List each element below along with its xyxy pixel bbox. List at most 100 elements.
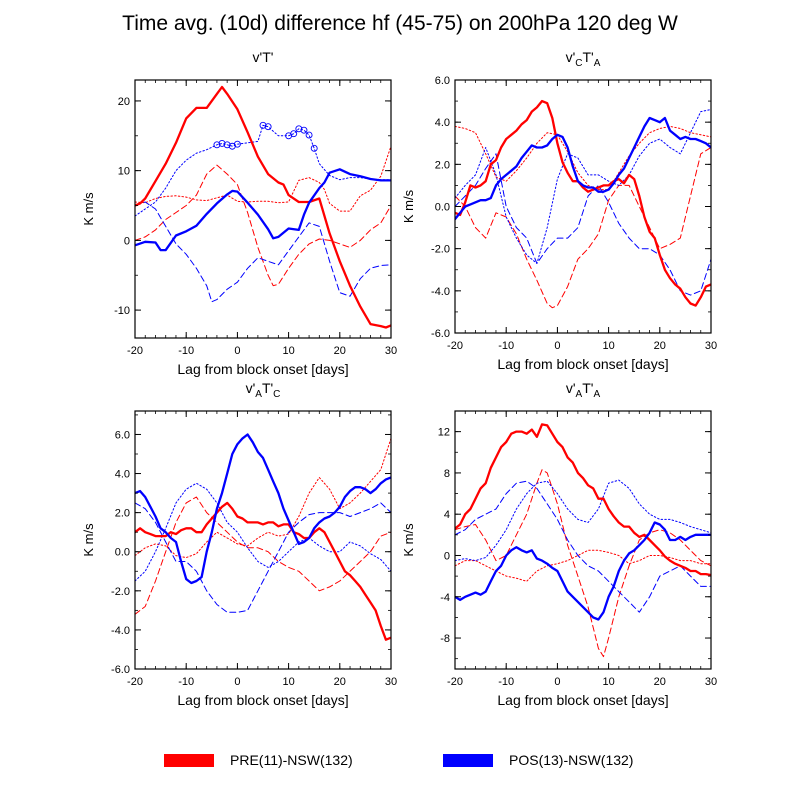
x-axis-label: Lag from block onset [days] xyxy=(177,361,348,377)
y-tick-label: -2.0 xyxy=(111,586,130,598)
series-line-0000ff-dotted xyxy=(135,124,391,217)
series-line-0000ff-dotted xyxy=(455,479,711,562)
y-tick-label: 0.0 xyxy=(435,202,450,214)
y-tick-label: -10 xyxy=(114,305,130,317)
significance-marker xyxy=(213,141,221,149)
y-tick-label: 20 xyxy=(118,96,130,108)
significance-marker xyxy=(233,140,241,148)
panel-title-main: v' xyxy=(566,49,576,65)
x-tick-label: 0 xyxy=(234,345,240,357)
legend-item-pos: POS(13)-NSW(132) xyxy=(443,749,633,771)
y-tick-label: 2.0 xyxy=(115,508,130,520)
series-line-0000ff-dashed xyxy=(135,201,391,303)
series-lines xyxy=(455,423,711,658)
legend-item-pre: PRE(11)-NSW(132) xyxy=(164,749,353,771)
y-tick-label: -4 xyxy=(440,592,450,604)
series-line-ff0000-solid xyxy=(135,85,391,329)
x-tick-label: -20 xyxy=(127,676,143,688)
significance-marker xyxy=(310,144,318,152)
y-tick-label: 4 xyxy=(444,509,450,521)
panel-title-sub1: C xyxy=(575,58,582,69)
series-line-ff0000-dashed xyxy=(455,147,711,309)
x-axis-label: Lag from block onset [days] xyxy=(497,692,668,708)
y-tick-label: 6.0 xyxy=(115,429,130,441)
y-tick-label: 4.0 xyxy=(435,117,450,129)
panel-title: v'AT'A xyxy=(566,380,601,400)
x-tick-label: -20 xyxy=(127,345,143,357)
panel-title-sub1: A xyxy=(576,389,583,400)
chart-panel-3: v'AT'C -20 -10 0 10 20 30 -6.0 -4.0 -2.0 0.0 2.0 4.0… xyxy=(81,380,397,708)
panel-title: v'T' xyxy=(253,49,274,65)
x-tick-label: 0 xyxy=(554,340,560,352)
y-axis-label: K m/s xyxy=(81,523,96,557)
significance-marker xyxy=(223,141,231,149)
series-line-ff0000-dotted xyxy=(455,549,711,582)
y-tick-label: -6.0 xyxy=(431,328,450,340)
chart-panel-1: v'T' -20 -10 0 10 20 30 -10 0 10 20 Lag from block … xyxy=(81,49,397,377)
significance-marker xyxy=(264,123,272,131)
series-lines xyxy=(135,85,391,329)
panel-title-sub2: A xyxy=(594,58,601,69)
panel-title: v'CT'A xyxy=(566,49,601,69)
panel-title-sub1: A xyxy=(255,389,262,400)
legend-label-pre: PRE(11)-NSW(132) xyxy=(230,752,353,768)
x-tick-label: 10 xyxy=(602,676,614,688)
series-line-0000ff-dashed xyxy=(135,502,391,613)
panel-title-mid: T' xyxy=(262,380,273,396)
x-tick-label: -10 xyxy=(498,340,514,352)
series-line-ff0000-solid xyxy=(135,501,391,641)
x-tick-label: -10 xyxy=(178,345,194,357)
series-line-ff0000-solid xyxy=(455,99,711,307)
x-tick-label: 0 xyxy=(554,676,560,688)
x-tick-label: 10 xyxy=(282,676,294,688)
series-line-0000ff-solid xyxy=(455,116,711,221)
x-tick-label: -10 xyxy=(498,676,514,688)
y-tick-label: -8 xyxy=(440,633,450,645)
y-tick-label: 10 xyxy=(118,166,130,178)
y-tick-label: 0 xyxy=(444,550,450,562)
x-tick-label: -10 xyxy=(178,676,194,688)
series-line-ff0000-solid xyxy=(455,423,711,577)
series-line-0000ff-solid xyxy=(135,168,391,252)
series-line-0000ff-solid xyxy=(135,433,391,585)
panel-title-sub2: A xyxy=(593,389,600,400)
x-tick-label: 30 xyxy=(385,345,397,357)
series-lines xyxy=(455,99,711,309)
series-line-0000ff-dashed xyxy=(455,480,711,613)
x-tick-label: 20 xyxy=(654,340,666,352)
y-tick-label: 0 xyxy=(124,235,130,247)
y-tick-label: -4.0 xyxy=(431,286,450,298)
panel-title-mid: T' xyxy=(583,49,594,65)
x-axis-label: Lag from block onset [days] xyxy=(177,692,348,708)
significance-marker xyxy=(305,131,313,139)
x-tick-label: -20 xyxy=(447,676,463,688)
significance-marker xyxy=(218,140,226,147)
y-tick-label: 12 xyxy=(438,427,450,439)
y-tick-label: 6.0 xyxy=(435,75,450,87)
y-axis-label: K m/s xyxy=(401,189,416,223)
legend-swatch-pos xyxy=(443,753,493,767)
x-tick-label: -20 xyxy=(447,340,463,352)
series-line-ff0000-dashed xyxy=(135,496,391,615)
y-tick-label: -6.0 xyxy=(111,664,130,676)
panel-title-mid: T' xyxy=(582,380,593,396)
series-line-0000ff-solid xyxy=(455,521,711,621)
series-line-ff0000-dotted xyxy=(135,145,391,212)
significance-marker xyxy=(259,121,267,129)
panel-title-main: v' xyxy=(566,380,576,396)
significance-marker xyxy=(290,130,298,138)
x-tick-label: 30 xyxy=(385,676,397,688)
panel-title-main: v' xyxy=(246,380,256,396)
x-tick-label: 20 xyxy=(654,676,666,688)
significance-marker xyxy=(295,125,303,133)
plot-frame xyxy=(454,410,712,670)
significance-marker xyxy=(300,126,308,134)
x-tick-label: 30 xyxy=(705,676,717,688)
plot-frame xyxy=(454,79,712,334)
y-tick-label: 8 xyxy=(444,468,450,480)
figure-title: Time avg. (10d) difference hf (45-75) on… xyxy=(122,12,678,35)
plot-frame xyxy=(134,410,392,670)
x-axis-label: Lag from block onset [days] xyxy=(497,356,668,372)
